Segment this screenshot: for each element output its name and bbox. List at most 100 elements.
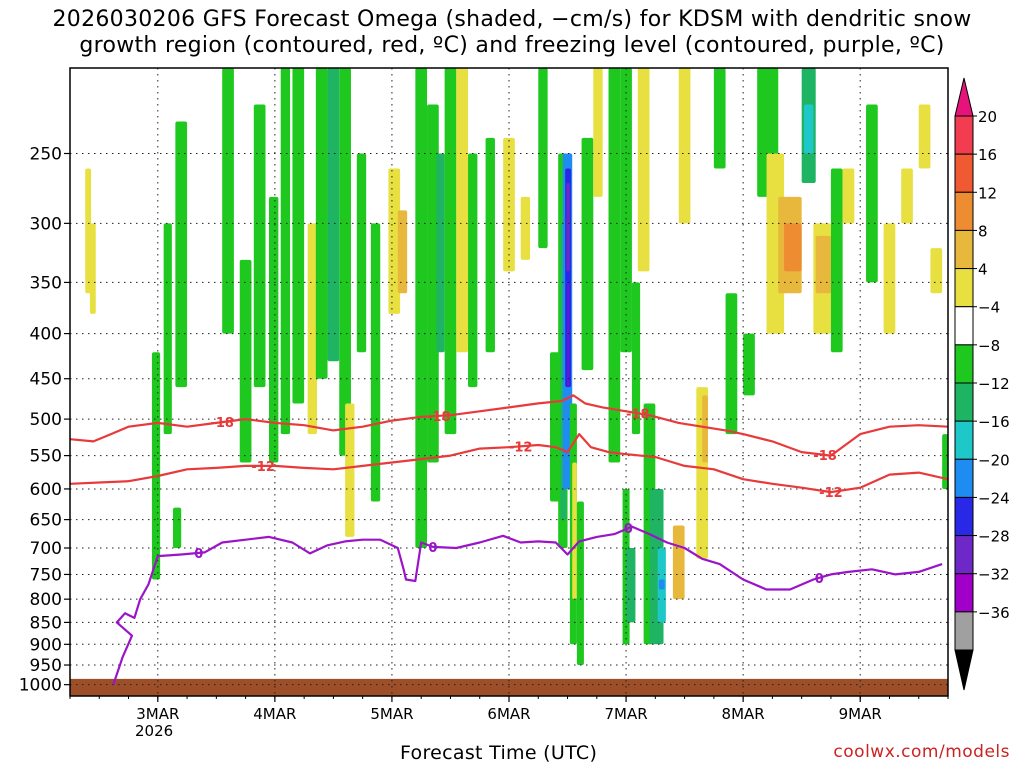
colorbar-bottom-arrow [954,649,974,691]
y-tick-label: 950 [30,656,62,676]
colorbar-swatch [954,496,974,537]
y-tick-label: 600 [30,480,62,500]
y-tick-label: 350 [30,273,62,293]
colorbar-label: −24 [978,489,1010,507]
x-axis-title: Forecast Time (UTC) [400,742,598,764]
contour-label: 0 [815,572,824,587]
colorbar-swatch [954,458,974,498]
contour-label: -12 [509,440,533,455]
x-tick-label: 8MAR [722,705,765,723]
x-tick-label: 4MAR [253,705,296,723]
omega-cell [658,579,665,590]
y-tick-label: 750 [30,565,62,585]
omega-cell [397,210,408,294]
omega-cell [280,68,291,435]
omega-cell [549,352,561,502]
y-tick-label: 850 [30,613,62,633]
colorbar-label: 4 [978,261,988,279]
omega-cell [520,196,531,260]
y-tick-label: 650 [30,511,62,531]
omega-cell [370,223,381,502]
omega-cell [151,352,161,580]
omega-cell [269,196,279,463]
colorbar-label: −20 [978,451,1010,469]
omega-cell [173,507,182,549]
x-tick-label: 5MAR [370,705,413,723]
contour-freezing-level [112,525,943,686]
colorbar-swatch [954,306,974,346]
contour-dgz [70,394,948,457]
colorbar-swatch [954,382,974,422]
omega-cell [918,104,931,169]
omega-cell [576,501,584,666]
omega-cell [339,68,351,456]
x-tick-label: 9MAR [839,705,882,723]
colorbar-label: −8 [978,337,1000,355]
colorbar-label: 8 [978,222,988,240]
chart-subtitle: growth region (contoured, red, ºC) and f… [79,33,945,58]
omega-cell [503,137,515,272]
omega-cell [222,68,234,334]
omega-cell [444,68,457,435]
y-tick-label: 400 [30,325,62,345]
y-tick-label: 300 [30,214,62,234]
colorbar-label: −12 [978,375,1010,393]
omega-cell [631,282,641,435]
omega-cell [725,293,738,435]
omega-cell [581,137,594,371]
contour-label: -18 [210,416,234,431]
x-tick-label: 3MAR [136,705,179,723]
y-tick-label: 900 [30,635,62,655]
omega-cell [427,104,439,463]
chart-title: 2026030206 GFS Forecast Omega (shaded, −… [52,7,972,32]
colorbar-swatch [954,229,974,270]
omega-cell [678,68,691,224]
omega-cell [415,68,428,549]
omega-cell [572,462,577,600]
y-tick-label: 450 [30,370,62,390]
omega-cell [163,223,172,435]
x-tick-label: 6MAR [487,705,530,723]
colorbar-swatch [954,420,974,460]
omega-shading [85,68,948,666]
omega-cell [930,248,943,294]
omega-cell [713,68,726,169]
contour-dgz [70,433,948,494]
omega-cell [327,68,340,362]
contour-label: -18 [813,449,837,464]
colorbar-top-arrow [954,77,974,117]
contour-label: -18 [427,410,451,425]
contour-label: 0 [428,541,437,556]
y-tick-label: 800 [30,590,62,610]
omega-cell [942,434,948,489]
omega-cell [292,68,305,404]
omega-cell [842,168,855,224]
grid-lines [70,68,948,696]
omega-cell [672,525,685,600]
omega-cell [815,235,831,294]
omega-cell [307,223,318,435]
omega-cell [637,68,650,272]
omega-cell [239,259,252,463]
omega-cell [626,548,636,623]
colorbar-swatch [954,611,974,651]
omega-cell [830,168,843,353]
omega-cell [883,223,896,334]
colorbar-swatch [954,573,974,613]
colorbar-label: 16 [978,146,997,164]
colorbar: 20 16 12 8 4 −4 −8 −12 −16 −20 −24 −28 −32 −36 [954,77,1010,691]
y-tick-label: 250 [30,144,62,164]
omega-cell [620,68,632,353]
colorbar-label: −4 [978,299,1000,317]
omega-cell [253,104,266,388]
contour-lines: -18 -18 -18 -18 -12 -12 -12 0 0 0 0 [70,394,948,686]
omega-cell [901,168,913,224]
colorbar-swatch [954,115,974,155]
omega-cell [567,282,569,388]
credit-link[interactable]: coolwx.com/models [833,742,1010,762]
omega-cell [866,104,878,283]
colorbar-swatch [954,191,974,231]
omega-cell [345,403,355,537]
colorbar-label: 20 [978,108,997,126]
